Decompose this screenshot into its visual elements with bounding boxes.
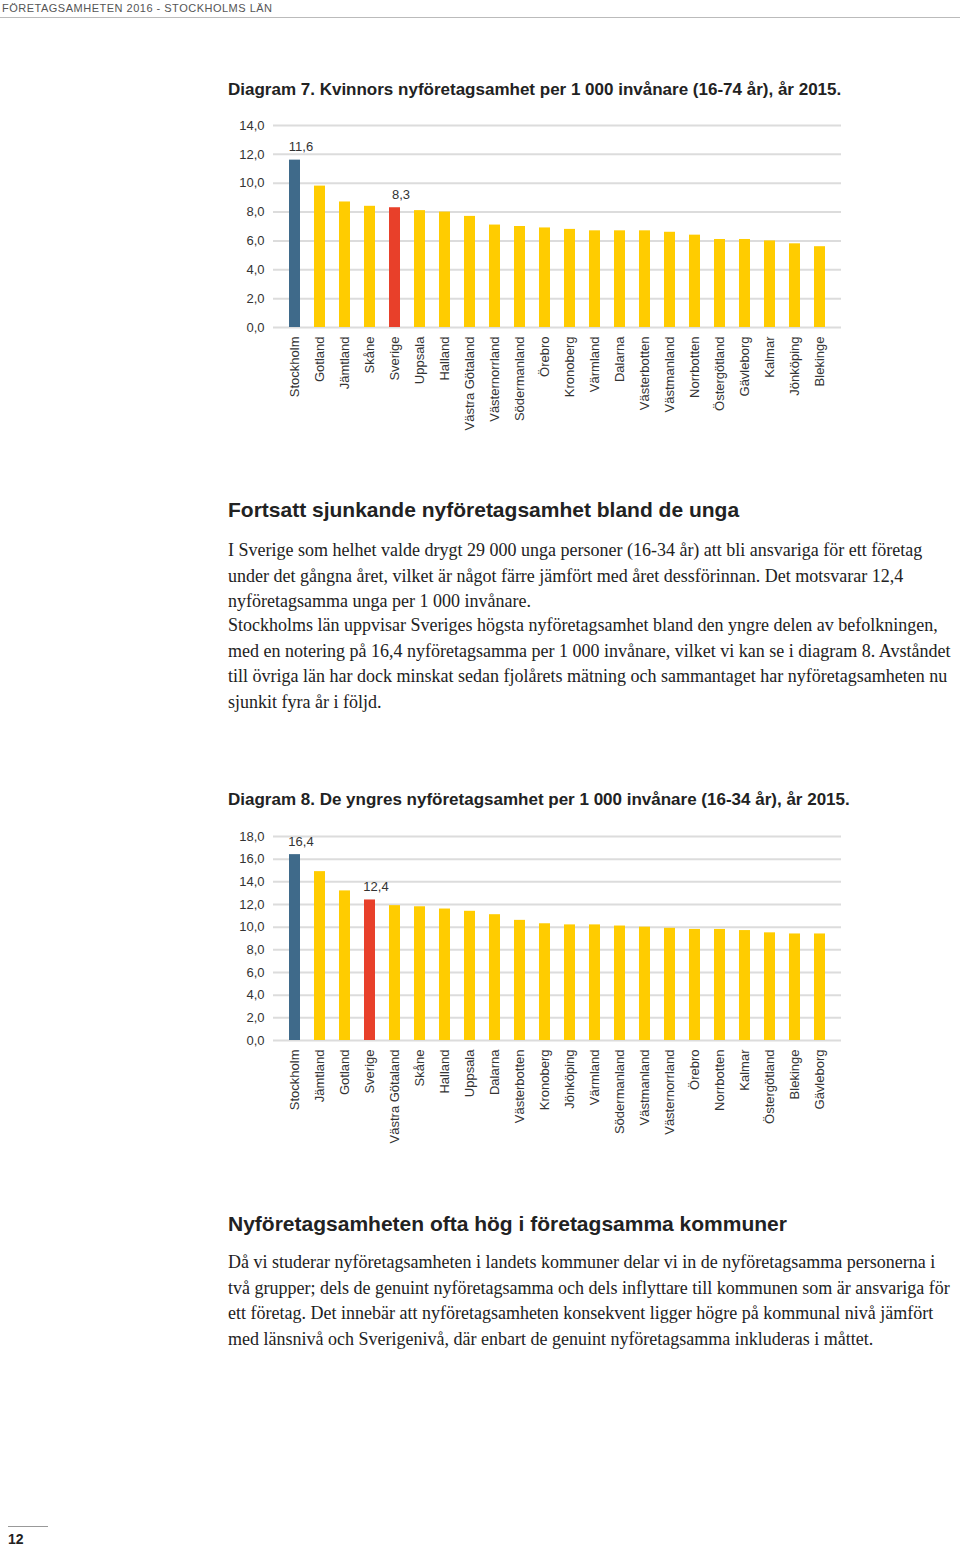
svg-text:6,0: 6,0 [246,233,264,248]
svg-text:Sverige: Sverige [362,1050,377,1094]
svg-text:Örebro: Örebro [687,1050,702,1090]
svg-text:4,0: 4,0 [246,262,264,277]
svg-text:Blekinge: Blekinge [812,337,827,387]
svg-text:Gävleborg: Gävleborg [737,337,752,397]
svg-text:Västra Götaland: Västra Götaland [387,1050,402,1144]
svg-text:Örebro: Örebro [537,337,552,377]
html-text:FÖRETAGSAMHETEN 2016 - STOCKHO: FÖRETAGSAMHETEN 2016 - STOCKHOLMS LÄN [2,2,273,14]
svg-text:18,0: 18,0 [239,829,264,844]
svg-text:14,0: 14,0 [239,118,264,133]
svg-text:11,6: 11,6 [289,139,313,154]
svg-text:Stockholm: Stockholm [287,1050,302,1111]
svg-text:Norrbotten: Norrbotten [712,1050,727,1111]
svg-text:Stockholm: Stockholm [287,337,302,398]
svg-text:2,0: 2,0 [246,291,264,306]
svg-text:Gotland: Gotland [312,337,327,383]
html-text:I Sverige som helhet valde dry: I Sverige som helhet valde drygt 29 000 … [228,540,923,611]
svg-text:Sverige: Sverige [387,337,402,381]
html-text:Nyföretagsamheten ofta hög i f: Nyföretagsamheten ofta hög i företagsamm… [228,1212,787,1235]
svg-text:Skåne: Skåne [362,337,377,374]
svg-text:8,3: 8,3 [392,187,410,202]
svg-text:Västmanland: Västmanland [637,1050,652,1126]
svg-text:Norrbotten: Norrbotten [687,337,702,398]
svg-text:Jämtland: Jämtland [312,1050,327,1103]
svg-text:Dalarna: Dalarna [487,1049,502,1095]
svg-text:4,0: 4,0 [246,987,264,1002]
svg-text:14,0: 14,0 [239,874,264,889]
svg-text:0,0: 0,0 [246,1033,264,1048]
svg-text:Västerbotten: Västerbotten [512,1050,527,1124]
svg-text:8,0: 8,0 [246,204,264,219]
svg-text:Kalmar: Kalmar [762,336,777,378]
svg-text:Uppsala: Uppsala [412,336,427,384]
svg-text:Södermanland: Södermanland [612,1050,627,1135]
svg-text:Blekinge: Blekinge [787,1050,802,1100]
svg-text:16,4: 16,4 [288,834,313,849]
svg-text:Värmland: Värmland [587,1050,602,1106]
svg-text:Gotland: Gotland [337,1050,352,1096]
svg-text:Kronoberg: Kronoberg [562,337,577,398]
svg-text:Gävleborg: Gävleborg [812,1050,827,1110]
svg-text:Dalarna: Dalarna [612,336,627,382]
svg-text:Södermanland: Södermanland [512,337,527,422]
svg-text:10,0: 10,0 [239,919,264,934]
svg-text:Jämtland: Jämtland [337,337,352,390]
svg-text:12,4: 12,4 [363,879,388,894]
svg-text:Västernorrland: Västernorrland [662,1050,677,1135]
svg-text:Skåne: Skåne [412,1050,427,1087]
svg-text:Halland: Halland [437,337,452,381]
svg-text:Västernorrland: Västernorrland [487,337,502,422]
svg-text:Västerbotten: Västerbotten [637,337,652,411]
svg-text:Kronoberg: Kronoberg [537,1050,552,1111]
svg-text:6,0: 6,0 [246,965,264,980]
html-text:Då vi studerar nyföretagsamhet: Då vi studerar nyföretagsamheten i lande… [228,1252,950,1349]
svg-text:Jönköping: Jönköping [787,337,802,396]
svg-text:Västmanland: Västmanland [662,337,677,413]
svg-text:0,0: 0,0 [246,320,264,335]
svg-text:Uppsala: Uppsala [462,1049,477,1097]
svg-text:12,0: 12,0 [239,147,264,162]
svg-text:2,0: 2,0 [246,1010,264,1025]
svg-text:10,0: 10,0 [239,175,264,190]
svg-text:16,0: 16,0 [239,851,264,866]
html-text:Diagram 8. De yngres nyföretag: Diagram 8. De yngres nyföretagsamhet per… [228,790,850,809]
svg-text:Kalmar: Kalmar [737,1049,752,1091]
html-text:Stockholms län uppvisar Sverig: Stockholms län uppvisar Sveriges högsta … [228,615,951,712]
html-text:Fortsatt sjunkande nyföretagsa: Fortsatt sjunkande nyföretagsamhet bland… [228,498,740,521]
svg-text:Värmland: Värmland [587,337,602,393]
svg-text:Östergötland: Östergötland [712,337,727,411]
svg-text:Jönköping: Jönköping [562,1050,577,1109]
svg-text:Västra Götaland: Västra Götaland [462,337,477,431]
svg-text:8,0: 8,0 [246,942,264,957]
svg-text:Östergötland: Östergötland [762,1050,777,1124]
html-text:Diagram 7. Kvinnors nyföretags: Diagram 7. Kvinnors nyföretagsamhet per … [228,80,842,99]
svg-text:12,0: 12,0 [239,897,264,912]
svg-text:Halland: Halland [437,1050,452,1094]
